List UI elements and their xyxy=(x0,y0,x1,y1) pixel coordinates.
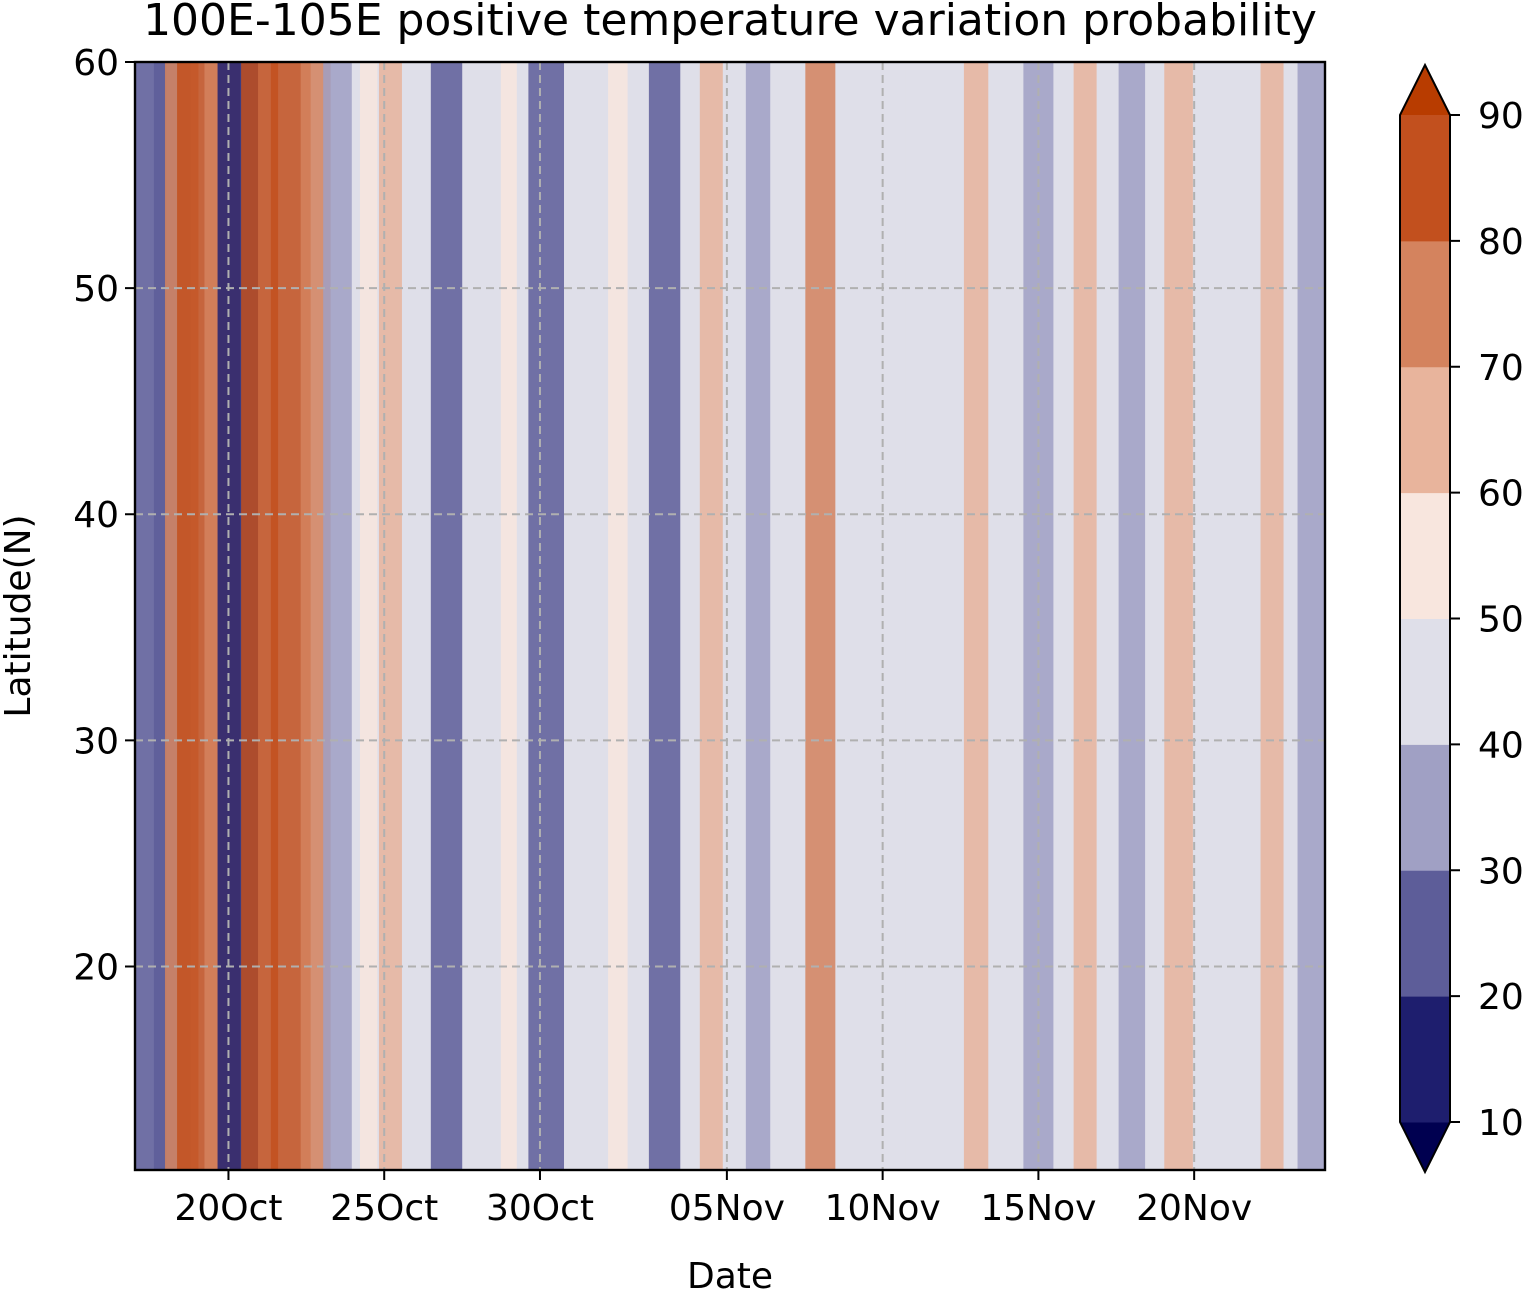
contour-band xyxy=(359,62,378,1170)
contour-field xyxy=(135,62,1325,1170)
colorbar-tick-label: 80 xyxy=(1478,222,1524,263)
contour-band xyxy=(430,62,463,1170)
y-axis-label: Latitude(N) xyxy=(0,514,39,717)
y-tick-label: 50 xyxy=(73,269,119,310)
contour-band xyxy=(963,62,989,1170)
colorbar-segment xyxy=(1400,115,1450,242)
contour-band xyxy=(608,62,628,1170)
colorbar-tick-label: 20 xyxy=(1478,977,1524,1018)
chart-title: 100E-105E positive temperature variation… xyxy=(143,0,1317,46)
colorbar-segment xyxy=(1400,870,1450,997)
contour-band xyxy=(1073,62,1097,1170)
colorbar-segment xyxy=(1400,996,1450,1123)
y-tick-label: 40 xyxy=(73,495,119,536)
contour-band xyxy=(378,62,402,1170)
contour-band xyxy=(699,62,723,1170)
contour-band xyxy=(1118,62,1146,1170)
y-tick-label: 20 xyxy=(73,947,119,988)
colorbar-extend-max xyxy=(1400,65,1450,115)
x-axis-label: Date xyxy=(687,1256,773,1290)
contour-band xyxy=(648,62,681,1170)
contour-band xyxy=(1164,62,1193,1170)
y-tick-label: 60 xyxy=(73,43,119,84)
x-tick-label: 10Nov xyxy=(825,1188,941,1229)
x-tick-label: 05Nov xyxy=(669,1188,785,1229)
contour-band xyxy=(805,62,836,1170)
colorbar: 10 20 30 40 50 60 70 80 90 xyxy=(1399,62,1524,1175)
colorbar-segment xyxy=(1400,492,1450,619)
contour-band xyxy=(1260,62,1284,1170)
contour-band xyxy=(745,62,771,1170)
colorbar-segment xyxy=(1400,618,1450,745)
contour-band xyxy=(1297,62,1325,1170)
x-axis: 20Oct 25Oct 30Oct 05Nov 10Nov 15Nov 20Nov xyxy=(174,1170,1252,1229)
colorbar-tick-label: 10 xyxy=(1478,1103,1524,1144)
colorbar-segment xyxy=(1400,240,1450,368)
colorbar-tick-label: 40 xyxy=(1478,725,1524,766)
x-tick-label: 20Oct xyxy=(174,1188,282,1229)
contour-band xyxy=(500,62,517,1170)
colorbar-tick-label: 70 xyxy=(1478,348,1524,389)
y-tick-label: 30 xyxy=(73,721,119,762)
colorbar-tick-label: 60 xyxy=(1478,474,1524,515)
y-axis: 20 30 40 50 60 xyxy=(73,43,135,988)
colorbar-segment xyxy=(1400,366,1450,494)
x-tick-label: 25Oct xyxy=(330,1188,438,1229)
contour-band xyxy=(1213,62,1237,1170)
x-tick-label: 30Oct xyxy=(486,1188,594,1229)
colorbar-extend-min xyxy=(1400,1122,1450,1172)
colorbar-tick-label: 90 xyxy=(1478,96,1524,137)
gridlines xyxy=(135,61,1325,1170)
colorbar-tick-label: 50 xyxy=(1478,600,1524,641)
contour-band xyxy=(528,62,565,1170)
contour-band xyxy=(323,62,352,1170)
colorbar-tick-label: 30 xyxy=(1478,851,1524,892)
x-tick-label: 20Nov xyxy=(1136,1188,1252,1229)
contour-band xyxy=(905,62,923,1170)
plot-frame xyxy=(133,60,1327,1172)
x-tick-label: 15Nov xyxy=(980,1188,1096,1229)
colorbar-segment xyxy=(1400,744,1450,871)
